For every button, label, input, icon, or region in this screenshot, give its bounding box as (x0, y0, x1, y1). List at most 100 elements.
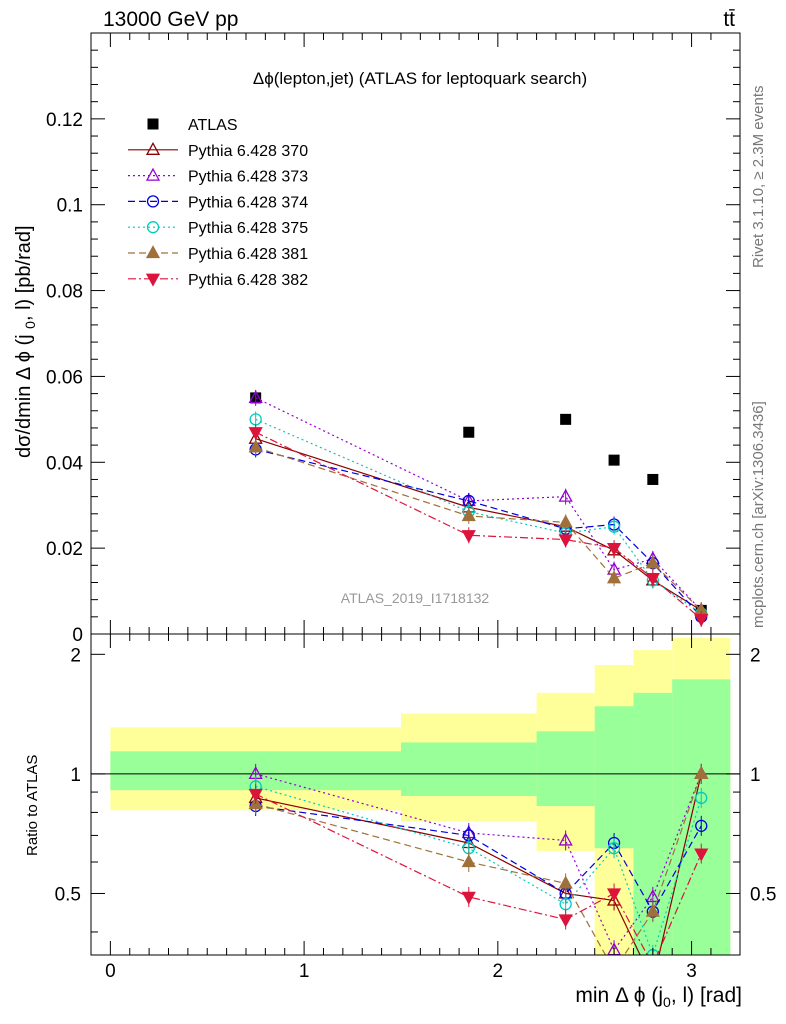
data-point (248, 427, 263, 441)
data-point (558, 534, 573, 548)
energy-label: 13000 GeV pp (103, 8, 238, 31)
legend-item: Pythia 6.428 373 (128, 167, 308, 186)
ratio-point (606, 892, 622, 906)
ratio-line (255, 773, 702, 952)
x-tick-label: 0 (105, 961, 116, 982)
ratio-y-tick-label: 2 (70, 645, 81, 666)
data-point (608, 454, 620, 466)
process-label: tt̄ (723, 8, 735, 31)
ratio-point (607, 842, 621, 855)
ratio-frame (90, 633, 741, 956)
data-point (694, 613, 709, 627)
ratio-point (248, 788, 263, 802)
legend-marker (145, 141, 161, 155)
ratio-point (558, 875, 573, 889)
ratio-y-tick-label: 1 (70, 765, 81, 786)
legend-label: Pythia 6.428 381 (188, 246, 308, 263)
legend-marker (145, 273, 161, 287)
legend-label: Pythia 6.428 373 (188, 169, 308, 186)
data-point (560, 413, 572, 425)
data-point (461, 530, 476, 544)
data-point (606, 542, 622, 557)
series-pythia-6-428-381 (248, 439, 709, 619)
ratio-point (647, 961, 659, 972)
ratio-series-pythia-6-428-381 (248, 763, 709, 955)
data-point (248, 390, 263, 404)
y-tick-label: 0.06 (46, 367, 83, 388)
legend-label: Pythia 6.428 374 (188, 194, 308, 211)
legend-label: ATLAS (188, 117, 238, 134)
ratio-y-tick-label: 0.5 (55, 884, 81, 905)
data-point (647, 473, 659, 485)
y-tick-label: 0.12 (46, 110, 83, 131)
x-tick-label: 1 (299, 961, 310, 982)
legend-item: Pythia 6.428 374 (128, 194, 308, 211)
ratio-point (645, 889, 660, 903)
data-point (558, 488, 573, 502)
y-tick-label: 0.02 (46, 539, 83, 560)
data-point (248, 439, 263, 453)
data-point (645, 573, 660, 587)
data-point (606, 570, 622, 584)
ratio-point (695, 819, 708, 832)
chart-title: Δϕ(lepton,jet) (ATLAS for leptoquark sea… (253, 69, 587, 88)
legend-item: Pythia 6.428 382 (128, 272, 308, 289)
y-tick-label: 0.04 (46, 453, 83, 474)
watermark: ATLAS_2019_I1718132 (341, 590, 490, 606)
ratio-point (694, 766, 709, 780)
y-tick-label: 0.08 (46, 282, 83, 303)
ratio-line (255, 805, 702, 913)
series-line (255, 431, 702, 620)
legend-marker (146, 195, 160, 208)
ratio-y-axis-label: Ratio to ATLAS (24, 755, 41, 856)
legend-marker (145, 245, 161, 259)
y-tick-label: 0 (72, 625, 83, 646)
ratio-series-pythia-6-428-382 (248, 783, 709, 972)
series-line (255, 418, 702, 614)
series-pythia-6-428-373 (248, 389, 709, 619)
series-pythia-6-428-382 (248, 424, 709, 627)
ratio-line (255, 793, 702, 955)
data-point (558, 514, 573, 528)
data-point (461, 508, 476, 522)
x-tick-label: 3 (686, 961, 697, 982)
legend-item: Pythia 6.428 381 (128, 245, 308, 263)
x-axis-label: min Δ ϕ (j0, l) [rad] (575, 984, 742, 1010)
legend-label: Pythia 6.428 375 (188, 220, 308, 237)
ratio-y-tick-label-right: 2 (750, 645, 761, 666)
ratio-point (694, 848, 709, 862)
ratio-point (645, 903, 660, 917)
uncertainty-band-inner (536, 731, 595, 807)
legend-item: Pythia 6.428 370 (128, 141, 308, 160)
ratio-point (606, 888, 622, 902)
y-axis-label: dσ/dmin Δ ϕ (j 0, l) [pb/rad] (13, 225, 38, 458)
mcplots-label: mcplots.cern.ch [arXiv:1306.3436] (750, 401, 767, 628)
ratio-point (461, 854, 476, 868)
ratio-point (558, 832, 573, 846)
rivet-version-label: Rivet 3.1.10, ≥ 2.3M events (750, 86, 767, 269)
legend-marker (146, 221, 160, 234)
ratio-point (461, 891, 476, 905)
legend-item: ATLAS (147, 117, 238, 134)
ratio-y-tick-label-right: 0.5 (750, 884, 776, 905)
data-point (607, 520, 621, 533)
series-line (255, 438, 702, 611)
y-tick-label: 0.1 (57, 196, 83, 217)
uncertainty-band-inner (400, 742, 537, 796)
legend-marker (145, 167, 161, 181)
ratio-line (255, 785, 702, 955)
legend-marker (147, 118, 159, 130)
x-tick-label: 2 (493, 961, 504, 982)
data-point (645, 555, 660, 569)
ratio-y-tick-label-right: 1 (750, 765, 761, 786)
legend: ATLAS Pythia 6.428 370 Pythia 6.428 373 Pyt… (128, 117, 308, 289)
series-line (255, 397, 702, 611)
series-line (255, 448, 702, 618)
legend-label: Pythia 6.428 382 (188, 272, 308, 289)
legend-item: Pythia 6.428 375 (128, 220, 308, 237)
ratio-line (255, 773, 702, 955)
series-atlas (250, 392, 707, 616)
legend-label: Pythia 6.428 370 (188, 143, 308, 160)
ratio-point (558, 914, 573, 928)
